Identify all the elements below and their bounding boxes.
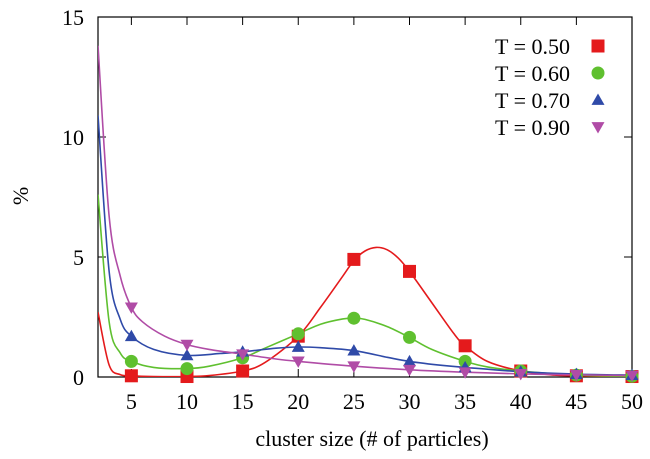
legend-marker-2 (591, 66, 605, 80)
data-point-3 (403, 354, 416, 367)
legend-label-4: T = 0.90 (495, 115, 570, 140)
x-tick-label: 30 (399, 389, 421, 414)
series-line-1 (98, 246, 632, 377)
x-tick-label: 35 (454, 389, 476, 414)
data-point-4 (180, 339, 194, 352)
y-tick-label: 15 (62, 5, 84, 30)
x-tick-label: 15 (232, 389, 254, 414)
data-point-2 (124, 354, 138, 368)
y-tick-label: 5 (73, 245, 84, 270)
y-tick-label: 10 (62, 125, 84, 150)
x-tick-label: 20 (287, 389, 309, 414)
data-point-4 (236, 349, 250, 361)
data-point-1 (403, 264, 416, 278)
data-point-4 (625, 370, 639, 383)
data-point-4 (569, 369, 583, 382)
legend-marker-4 (591, 122, 605, 134)
data-point-2 (291, 327, 305, 341)
series-line-4 (98, 45, 632, 377)
legend-marker-3 (591, 93, 605, 105)
data-point-4 (124, 302, 138, 314)
legend-label-3: T = 0.70 (495, 88, 570, 113)
data-point-2 (180, 362, 194, 376)
data-point-2 (347, 311, 361, 325)
data-point-3 (291, 340, 305, 352)
data-point-1 (458, 339, 472, 353)
data-point-3 (124, 329, 138, 342)
x-axis-title: cluster size (# of particles) (255, 426, 488, 451)
y-tick-label: 0 (73, 365, 84, 390)
data-point-2 (403, 330, 416, 344)
data-point-4 (458, 367, 472, 379)
data-point-4 (514, 369, 528, 381)
x-tick-label: 50 (621, 389, 643, 414)
series-line-2 (98, 194, 632, 377)
x-tick-label: 45 (565, 389, 587, 414)
data-point-4 (291, 356, 305, 368)
legend-label-1: T = 0.50 (495, 34, 570, 59)
data-point-3 (180, 348, 194, 361)
series-line-3 (98, 115, 632, 376)
legend-label-2: T = 0.60 (495, 61, 570, 86)
data-point-1 (347, 252, 361, 266)
x-tick-label: 10 (176, 389, 198, 414)
x-tick-label: 25 (343, 389, 365, 414)
data-point-4 (403, 364, 416, 377)
x-tick-label: 5 (126, 389, 137, 414)
series-markers (124, 252, 639, 384)
legend-marker-1 (591, 39, 605, 53)
data-point-4 (347, 361, 361, 373)
legend: T = 0.50T = 0.60T = 0.70T = 0.90 (495, 34, 605, 140)
data-point-3 (347, 344, 361, 356)
y-axis-title: % (8, 187, 33, 205)
axes: 5 10 15 20 25 30 35 40 45 50 0 5 10 15 (62, 5, 643, 414)
data-point-1 (124, 369, 138, 383)
data-point-1 (236, 364, 250, 378)
x-tick-label: 40 (510, 389, 532, 414)
